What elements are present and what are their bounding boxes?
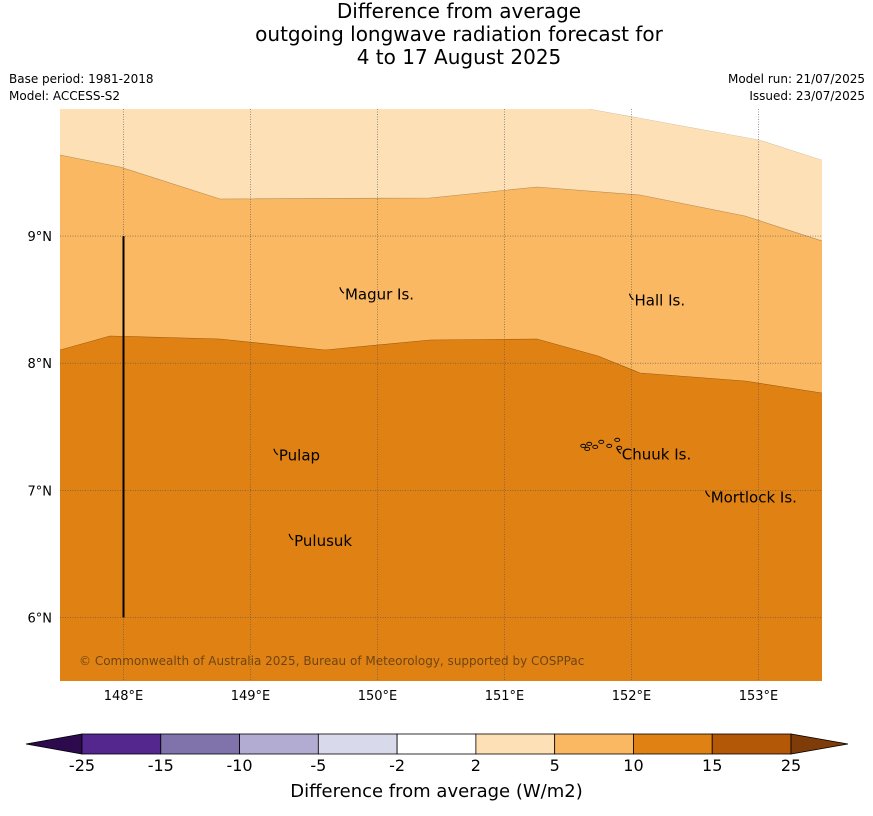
- colorbar-tick-label: -2: [389, 756, 406, 775]
- band-white-corner: [590, 109, 822, 160]
- colorbar-tick-label: 2: [470, 756, 481, 775]
- island-outline: [584, 446, 591, 451]
- longitude-ticks: 148°E 149°E 150°E 151°E 152°E 153°E: [104, 689, 779, 704]
- title-line-2: outgoing longwave radiation forecast for: [255, 22, 663, 46]
- title-line-1: Difference from average: [336, 0, 582, 23]
- place-label: Mortlock Is.: [711, 489, 797, 507]
- latitude-tick-label: 7°N: [28, 484, 53, 499]
- place-label: Hall Is.: [635, 292, 686, 310]
- latitude-ticks: 9°N 8°N 7°N 6°N: [28, 230, 53, 626]
- island-outline: [273, 448, 279, 456]
- island-outline: [580, 443, 587, 448]
- colorbar-segment: [81, 733, 162, 755]
- island-outline: [592, 444, 599, 449]
- colorbar-segment: [554, 733, 634, 755]
- latitude-tick-label: 8°N: [28, 357, 53, 372]
- island-outline: [628, 293, 634, 301]
- colorbar-extend-low: [25, 733, 83, 755]
- colorbar-segment: [396, 733, 477, 755]
- base-info: Base period: 1981-2018 Model: ACCESS-S2: [9, 71, 154, 105]
- colorbar-tick-label: -10: [226, 756, 253, 775]
- colorbar-tick-label: 15: [702, 756, 723, 775]
- issued-date: Issued: 23/07/2025: [749, 89, 865, 103]
- band-10-15: [60, 336, 822, 681]
- island-outline: [586, 441, 593, 446]
- anomaly-field: Magur Is. Hall Is. Pulap Chuuk Is. Mortlock …: [60, 109, 822, 681]
- island-outline: [606, 443, 613, 448]
- colorbar-segment: [239, 733, 319, 755]
- place-label: Magur Is.: [345, 285, 414, 303]
- island-outline: [288, 533, 294, 541]
- island-outline: [614, 437, 621, 442]
- model-name: Model: ACCESS-S2: [9, 89, 121, 103]
- title-line-3: 4 to 17 August 2025: [356, 45, 562, 69]
- colorbar-tick-label: 5: [549, 756, 560, 775]
- contour-line-lower: [60, 335, 822, 394]
- colorbar-segment: [317, 733, 398, 755]
- colorbar: [25, 733, 849, 755]
- colorbar-segment: [475, 733, 556, 755]
- latitude-tick-label: 6°N: [28, 611, 53, 626]
- latitude-tick-label: 9°N: [28, 230, 53, 245]
- longitude-tick-label: 150°E: [358, 689, 398, 704]
- place-label: Pulap: [279, 447, 320, 465]
- colorbar-extend-high: [790, 733, 849, 755]
- colorbar-segment: [633, 733, 713, 755]
- colorbar-tick-label: -5: [310, 756, 327, 775]
- longitude-tick-label: 152°E: [612, 689, 652, 704]
- island-outline: [616, 445, 623, 450]
- colorbar-tick-label: -25: [68, 756, 96, 775]
- colorbar-segment: [160, 733, 240, 755]
- colorbar-tick-label: -15: [147, 756, 174, 775]
- island-outline: [339, 287, 345, 294]
- longitude-tick-label: 148°E: [104, 689, 144, 704]
- colorbar-segment: [711, 733, 792, 755]
- place-label: Chuuk Is.: [622, 445, 691, 463]
- map-title: Difference from average outgoing longwav…: [0, 0, 873, 69]
- longitude-tick-label: 151°E: [485, 689, 525, 704]
- longitude-tick-label: 149°E: [231, 689, 271, 704]
- island-outline: [598, 439, 605, 444]
- model-run: Model run: 21/07/2025: [727, 72, 865, 86]
- base-period: Base period: 1981-2018: [9, 72, 154, 86]
- copyright-text: © Commonwealth of Australia 2025, Bureau…: [79, 654, 584, 668]
- colorbar-tick-label: 25: [780, 756, 802, 775]
- island-outline: [705, 490, 711, 498]
- run-info: Model run: 21/07/2025 Issued: 23/07/2025: [728, 71, 865, 105]
- contour-line-upper: [60, 154, 822, 242]
- longitude-tick-label: 153°E: [739, 689, 779, 704]
- colorbar-title: Difference from average (W/m2): [290, 781, 583, 802]
- place-label: Pulusuk: [294, 532, 352, 550]
- colorbar-tick-label: 10: [623, 756, 644, 775]
- place-labels: Magur Is. Hall Is. Pulap Chuuk Is. Mortlock …: [273, 285, 797, 550]
